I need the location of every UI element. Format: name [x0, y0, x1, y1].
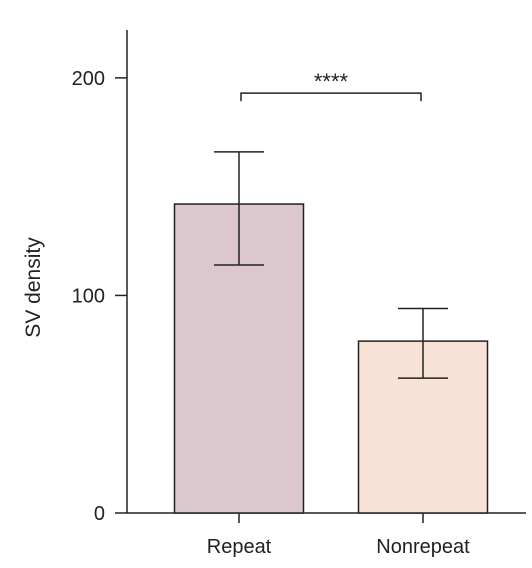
bars [173, 203, 489, 514]
y-tick-label: 200 [72, 68, 105, 90]
x-ticks: Repeat Nonrepeat [207, 513, 470, 558]
y-tick-label: 0 [94, 503, 105, 525]
significance-annotation: **** [240, 69, 422, 102]
x-tick-label: Repeat [207, 536, 272, 558]
y-ticks: 0 100 200 [72, 68, 127, 525]
error-bars [214, 151, 448, 379]
y-tick-label: 100 [72, 285, 105, 307]
x-tick-label: Nonrepeat [376, 536, 470, 558]
significance-label: **** [314, 69, 349, 94]
y-axis-label: SV density [22, 237, 45, 338]
significance-bracket [240, 92, 422, 102]
